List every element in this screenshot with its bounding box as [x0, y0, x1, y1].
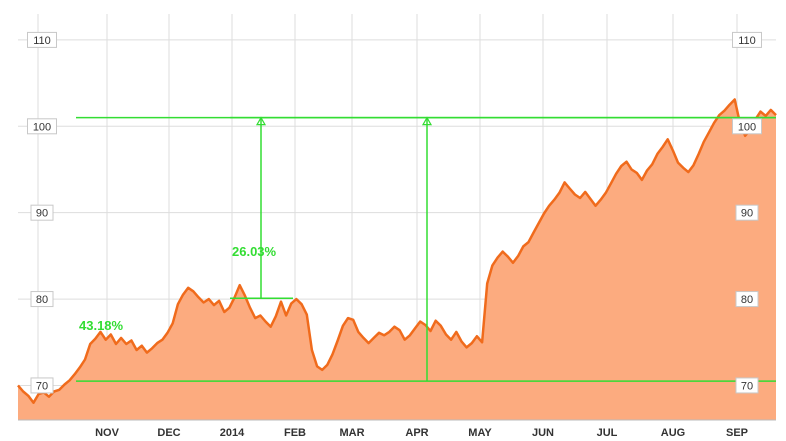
y-tick-left-80: 80	[36, 294, 48, 306]
x-tick-nov: NOV	[95, 427, 120, 439]
y-tick-right-70-box	[735, 377, 759, 394]
y-tick-right-110: 110	[738, 35, 756, 47]
axes: 70 70 80 80 90 90 100 100 110 110 NOV DEC 2014 FEB MAR…	[18, 31, 776, 439]
y-tick-right-80: 80	[741, 294, 753, 306]
x-tick-jul: JUL	[597, 427, 618, 439]
y-tick-right-110-box	[732, 31, 762, 48]
y-tick-right-90: 90	[741, 208, 753, 220]
y-tick-left-90-box	[30, 204, 54, 221]
y-tick-right-80-box	[735, 291, 759, 308]
x-tick-dec: DEC	[157, 427, 180, 439]
y-tick-right-90-box	[735, 204, 759, 221]
price-area-fill	[18, 99, 776, 420]
annotations: 43.18% 26.03%	[76, 116, 776, 382]
x-tick-jun: JUN	[532, 427, 554, 439]
x-tick-2014: 2014	[220, 427, 245, 439]
annotation-label-1: 26.03%	[232, 244, 277, 259]
y-tick-left-110: 110	[33, 35, 51, 47]
y-tick-right-100-box	[732, 118, 762, 135]
annotation-arrow-head-icon-0	[421, 116, 433, 126]
y-tick-right-70: 70	[741, 380, 753, 392]
y-tick-left-110-box	[27, 31, 57, 48]
x-tick-aug: AUG	[661, 427, 685, 439]
x-tick-sep: SEP	[726, 427, 748, 439]
annotation-arrow-head-icon-1	[255, 116, 267, 126]
y-tick-left-100-box	[27, 118, 57, 135]
price-line	[17, 98, 777, 404]
y-tick-right-100: 100	[738, 121, 756, 133]
y-tick-left-90: 90	[36, 208, 48, 220]
x-tick-apr: APR	[405, 427, 428, 439]
x-tick-feb: FEB	[284, 427, 306, 439]
x-tick-may: MAY	[468, 427, 492, 439]
annotation-label-0: 43.18%	[79, 318, 124, 333]
y-tick-left-80-box	[30, 291, 54, 308]
x-tick-mar: MAR	[339, 427, 364, 439]
y-tick-left-70: 70	[36, 380, 48, 392]
y-tick-left-100: 100	[33, 121, 51, 133]
price-area	[17, 98, 777, 420]
y-tick-left-70-box	[30, 377, 54, 394]
